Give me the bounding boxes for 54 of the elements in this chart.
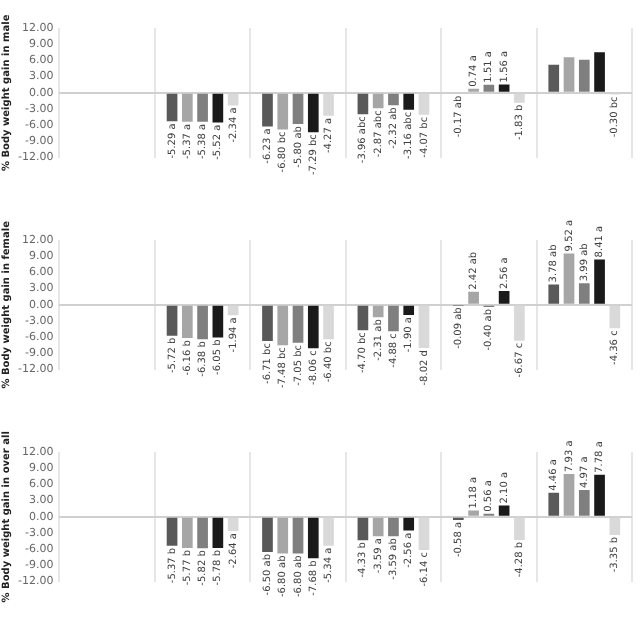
bar <box>403 93 415 110</box>
bar <box>357 93 369 115</box>
bar <box>578 59 590 92</box>
bar <box>403 305 415 316</box>
bar <box>372 305 384 318</box>
bar <box>578 489 590 516</box>
bar <box>403 517 415 531</box>
bar <box>166 517 178 546</box>
bar <box>307 93 319 133</box>
bar <box>166 305 178 336</box>
bar <box>468 510 479 516</box>
bar <box>594 474 605 516</box>
bar <box>181 93 193 122</box>
bar <box>262 305 273 342</box>
bar <box>197 517 208 549</box>
bar <box>262 517 273 552</box>
bar <box>292 305 304 343</box>
bar <box>197 305 208 340</box>
bar <box>307 517 319 559</box>
bar <box>388 93 399 106</box>
bar <box>212 305 224 338</box>
bar <box>548 284 560 304</box>
bar <box>292 517 304 554</box>
bar <box>307 305 319 349</box>
bar <box>357 305 369 331</box>
bar <box>277 517 289 554</box>
bar <box>498 505 510 516</box>
bar <box>563 57 575 92</box>
bar <box>594 52 605 92</box>
bar <box>181 305 193 339</box>
bar <box>468 291 479 304</box>
bar <box>498 290 510 304</box>
bar <box>594 259 605 304</box>
bar <box>166 93 178 122</box>
bar <box>388 305 399 332</box>
bar <box>388 517 399 537</box>
bar <box>212 93 224 123</box>
bar <box>277 305 289 346</box>
bar <box>563 473 575 516</box>
bar <box>372 517 384 537</box>
bar <box>181 517 193 548</box>
bar <box>357 517 369 541</box>
bar <box>197 93 208 122</box>
bar <box>372 93 384 109</box>
bar <box>548 492 560 516</box>
bar <box>498 84 510 92</box>
bar <box>212 517 224 549</box>
bar <box>292 93 304 125</box>
bar <box>262 93 273 127</box>
bar <box>578 283 590 304</box>
bar <box>483 84 495 92</box>
bar <box>563 253 575 304</box>
bar <box>548 64 560 92</box>
bar <box>277 93 289 130</box>
